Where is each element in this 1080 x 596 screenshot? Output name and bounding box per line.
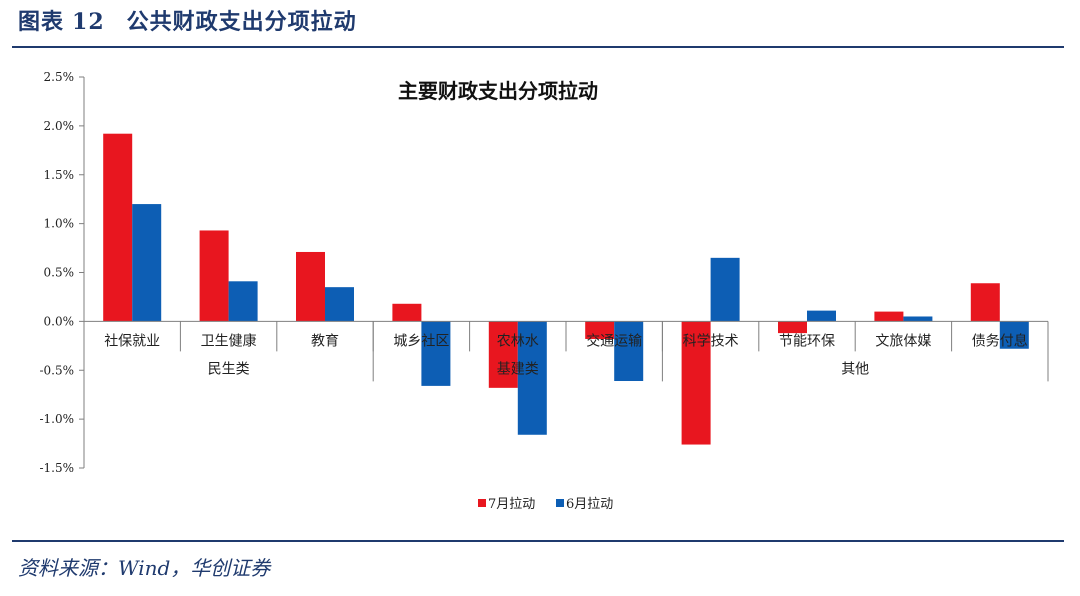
x-tick-label: 农林水 bbox=[497, 333, 539, 349]
bar-series1 bbox=[296, 251, 325, 322]
bar-series1 bbox=[970, 283, 1000, 322]
bar-series2 bbox=[132, 204, 162, 322]
bar-series1 bbox=[778, 321, 807, 334]
bar-series2 bbox=[325, 287, 354, 322]
y-tick-label: 0.5% bbox=[44, 266, 75, 280]
bottom-rule bbox=[12, 540, 1064, 542]
y-tick-label: -0.5% bbox=[39, 363, 74, 377]
x-tick-label: 文旅体媒 bbox=[875, 333, 931, 349]
bar-series1 bbox=[585, 321, 615, 339]
y-tick-label: -1.0% bbox=[39, 412, 74, 426]
x-tick-label: 教育 bbox=[311, 333, 339, 349]
bar-series1 bbox=[488, 321, 518, 388]
bar-series2 bbox=[421, 321, 451, 386]
bar-series2 bbox=[903, 316, 933, 322]
bar-series1 bbox=[199, 230, 229, 322]
y-tick-label: 2.0% bbox=[44, 119, 75, 133]
chart-title: 主要财政支出分项拉动 bbox=[398, 79, 598, 103]
bar-series1 bbox=[103, 133, 133, 322]
x-tick-label: 交通运输 bbox=[586, 332, 642, 349]
group-label: 民生类 bbox=[208, 361, 250, 377]
y-tick-label: 1.5% bbox=[44, 168, 75, 182]
bar-series2 bbox=[228, 281, 258, 322]
figure-number: 12 bbox=[72, 9, 105, 35]
bar-series2 bbox=[999, 321, 1029, 349]
legend-swatch bbox=[478, 499, 486, 507]
legend-swatch bbox=[556, 499, 564, 507]
top-rule bbox=[12, 46, 1064, 48]
x-tick-label: 城乡社区 bbox=[393, 333, 449, 349]
x-tick-label: 卫生健康 bbox=[201, 332, 257, 349]
y-tick-label: -1.5% bbox=[39, 461, 74, 475]
x-tick-label: 科学技术 bbox=[683, 333, 739, 349]
bar-chart: 主要财政支出分项拉动 2.5% 2.0% 1.5% 1.0% 0.5% 0.0% -0.5% -… bbox=[39, 70, 1049, 512]
y-tick-label: 2.5% bbox=[44, 70, 75, 84]
bar-series1 bbox=[681, 321, 711, 445]
group-label: 其他 bbox=[841, 361, 869, 377]
legend-label: 6月拉动 bbox=[566, 497, 613, 512]
legend-label: 7月拉动 bbox=[488, 497, 535, 512]
y-tick-label: 1.0% bbox=[44, 217, 75, 231]
figure-title: 图表 12 公共财政支出分项拉动 bbox=[18, 4, 357, 36]
x-tick-label: 债务付息 bbox=[972, 332, 1028, 349]
source-note: 资料来源：Wind，华创证券 bbox=[18, 556, 271, 580]
bar-series2 bbox=[710, 257, 740, 322]
bar-series2 bbox=[517, 321, 547, 435]
x-tick-label: 社保就业 bbox=[104, 333, 160, 349]
bar-series1 bbox=[392, 303, 422, 322]
bar-series2 bbox=[807, 310, 836, 322]
group-label: 基建类 bbox=[497, 360, 539, 377]
figure-label: 图表 bbox=[18, 9, 65, 35]
x-tick-label: 节能环保 bbox=[779, 333, 835, 349]
bar-series1 bbox=[874, 311, 904, 322]
y-tick-label: 0.0% bbox=[44, 314, 75, 328]
figure-caption: 公共财政支出分项拉动 bbox=[126, 9, 357, 35]
bar-series2 bbox=[614, 321, 644, 382]
